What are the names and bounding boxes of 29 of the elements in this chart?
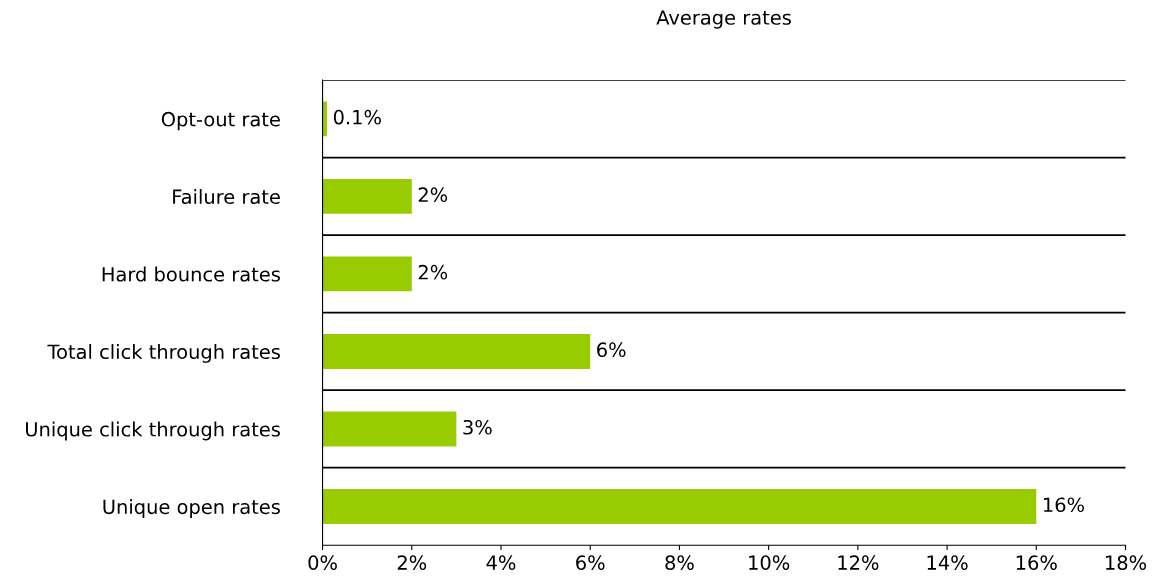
y-tick-label: Unique click through rates	[25, 421, 280, 441]
x-tick-label: 12%	[838, 555, 879, 570]
data-label: 3%	[463, 419, 492, 435]
chart-title: Average rates	[656, 10, 791, 29]
y-tick-label: Opt-out rate	[161, 111, 280, 131]
x-tick-label: 4%	[486, 555, 516, 570]
bar	[322, 411, 457, 447]
bar	[322, 334, 591, 369]
bar	[322, 178, 412, 214]
data-label: 16%	[1043, 497, 1084, 513]
bar	[322, 256, 412, 292]
y-tick-label: Total click through rates	[47, 344, 280, 363]
x-tick-label: 16%	[1016, 555, 1057, 570]
x-tick-label: 2%	[397, 555, 427, 570]
bar	[322, 489, 1037, 524]
y-tick-label: Failure rate	[173, 189, 280, 205]
x-tick-label: 14%	[927, 555, 968, 570]
y-tick-label: Unique open rates	[103, 499, 280, 518]
x-tick-label: 10%	[749, 555, 790, 570]
bar	[322, 101, 328, 137]
x-tick-label: 6%	[576, 555, 605, 570]
y-tick-label: Hard bounce rates	[102, 266, 280, 282]
data-label: 6%	[597, 342, 626, 358]
data-label: 2%	[418, 187, 448, 203]
data-label: 2%	[418, 264, 448, 280]
x-tick-label: 0%	[308, 555, 337, 570]
x-tick-label: 18%	[1106, 555, 1147, 570]
data-label: 0.1%	[333, 109, 381, 125]
x-tick-label: 8%	[665, 555, 694, 570]
